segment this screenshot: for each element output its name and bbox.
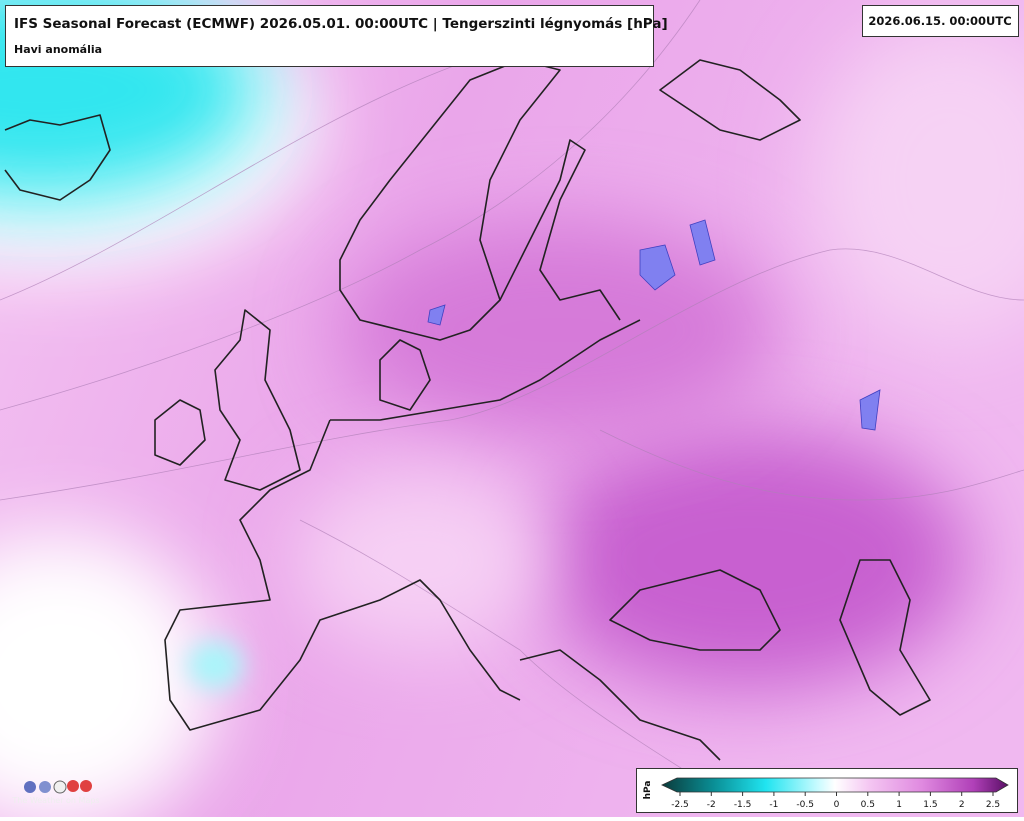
map-subtitle: Havi anomália (14, 43, 102, 56)
colorbar-tick-label: -0.5 (796, 800, 814, 810)
colorbar-tick-label: -1 (769, 800, 778, 810)
valid-time: 2026.06.15. 00:00UTC (868, 14, 1011, 28)
colorbar-unit: hPa (643, 781, 653, 800)
colorbar-tick-label: 2.5 (986, 800, 1000, 810)
title-box: IFS Seasonal Forecast (ECMWF) 2026.05.01… (5, 5, 668, 67)
valid-time-box: 2026.06.15. 00:00UTC (862, 5, 1019, 37)
colorbar: hPa -2.5 -2 -1.5 -1 -0.5 0 0.5 1 1.5 2 2.5 (636, 768, 1018, 813)
logo: The Weather on Maps (11, 780, 100, 805)
colorbar-tick-label: -2.5 (671, 800, 689, 810)
coastlines (4, 59, 931, 761)
colorbar-tick-label: -2 (707, 800, 716, 810)
colorbar-tick-label: 2 (959, 800, 965, 810)
colorbar-tick-label: 0 (834, 800, 840, 810)
colorbar-tick-label: 0.5 (861, 800, 875, 810)
isobars (0, 0, 1024, 781)
lakes (427, 219, 881, 431)
colorbar-tick-label: 1 (896, 800, 902, 810)
colorbar-tick-label: 1.5 (923, 800, 937, 810)
logo-text: The Weather on Maps (11, 796, 99, 805)
colorbar-tick-label: -1.5 (734, 800, 752, 810)
map-title: IFS Seasonal Forecast (ECMWF) 2026.05.01… (14, 16, 668, 32)
